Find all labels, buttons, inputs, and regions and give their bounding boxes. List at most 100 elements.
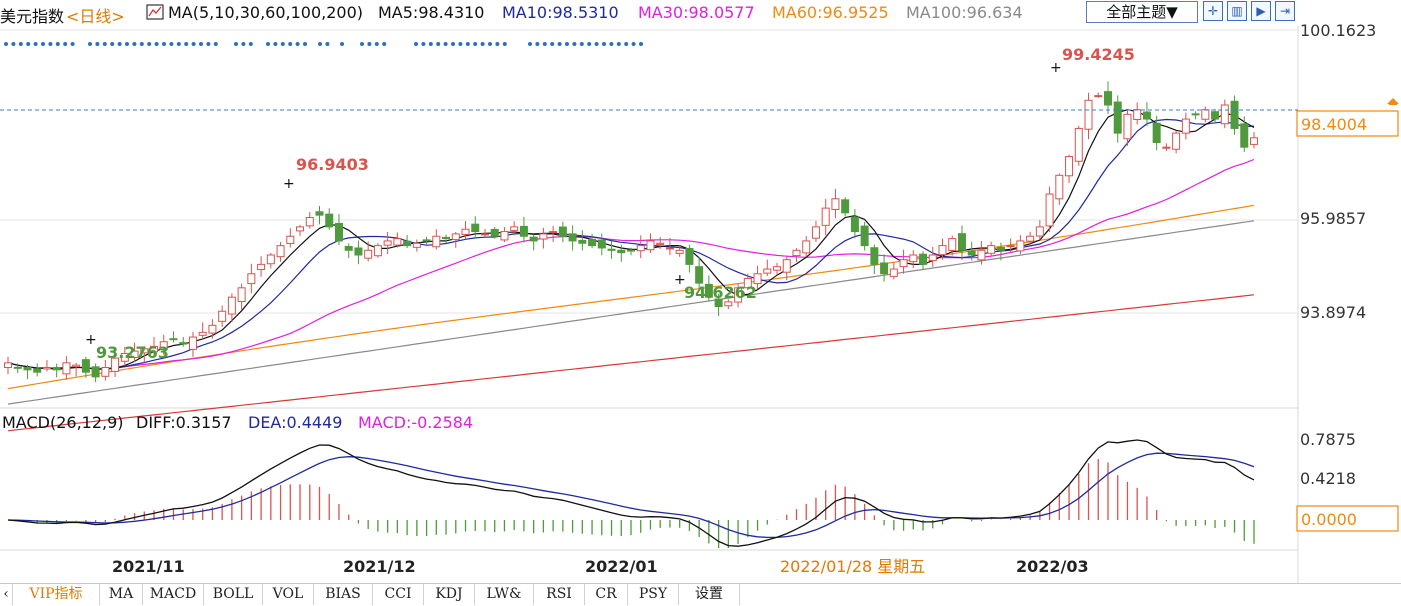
candle-down <box>957 233 966 251</box>
signal-dot <box>147 42 152 46</box>
candle-up <box>899 259 908 268</box>
tab-ma[interactable]: MA <box>100 584 143 605</box>
candle-up <box>792 249 801 257</box>
tab-cci[interactable]: CCI <box>373 584 424 605</box>
tab-lw[interactable]: LW& <box>475 584 534 605</box>
signal-dot <box>594 42 599 46</box>
candle-down <box>1240 123 1249 148</box>
signal-dot <box>199 42 203 46</box>
period-selector[interactable]: <日线> <box>66 7 125 26</box>
tab-bias[interactable]: BIAS <box>314 584 373 605</box>
candle-up <box>1016 240 1025 252</box>
candle-down <box>704 283 713 298</box>
signal-dot <box>117 42 122 46</box>
candle-down <box>607 248 616 251</box>
candle-down <box>1142 111 1151 120</box>
candle-down <box>841 199 850 214</box>
candle-up <box>510 226 519 231</box>
candle-up <box>938 245 947 256</box>
candle-down <box>1211 111 1220 120</box>
signal-dot <box>48 42 53 46</box>
annotation-marker-high1: + <box>283 176 295 192</box>
annotation-high2: 99.4245 <box>1062 45 1135 64</box>
tab-settings[interactable]: 设置 <box>679 584 740 605</box>
candle-up <box>247 273 256 285</box>
candle-up <box>724 301 733 307</box>
tab-vip[interactable]: VIP指标 <box>13 584 100 605</box>
play-icon[interactable]: ▶ <box>1251 1 1271 21</box>
ma60-value: MA60:96.9525 <box>772 3 889 22</box>
macd-tick-top: 0.7875 <box>1300 430 1356 449</box>
tab-scroll-left[interactable]: ‹ <box>0 584 13 605</box>
candle-up <box>1055 174 1064 200</box>
candle-up <box>393 238 402 246</box>
candle-up <box>675 249 684 254</box>
macd-value: MACD:-0.2584 <box>358 413 474 432</box>
candle-up <box>763 268 772 274</box>
candle-up <box>432 235 441 248</box>
candle-up <box>140 348 149 354</box>
candle-up <box>257 263 266 271</box>
x-label-mar: 2022/03 <box>1016 557 1089 576</box>
candle-down <box>597 239 606 249</box>
ma30-line <box>7 158 1255 370</box>
tab-boll[interactable]: BOLL <box>204 584 263 605</box>
dea-line <box>7 452 1255 539</box>
x-label-dec: 2021/12 <box>343 557 416 576</box>
candle-up <box>753 273 762 285</box>
tab-macd[interactable]: MACD <box>143 584 204 605</box>
tab-psy[interactable]: PSY <box>628 584 679 605</box>
tab-cr[interactable]: CR <box>585 584 628 605</box>
signal-dot <box>565 42 569 46</box>
candle-down <box>967 250 976 256</box>
signal-dot <box>436 42 441 46</box>
tab-rsi[interactable]: RSI <box>534 584 585 605</box>
candle-up <box>1162 146 1171 149</box>
candle-down <box>714 298 723 308</box>
candle-down <box>880 262 889 275</box>
signal-dot <box>63 42 68 46</box>
candle-up <box>364 249 373 259</box>
candle-up <box>928 254 937 262</box>
candle-up <box>42 367 51 370</box>
tab-vol[interactable]: VOL <box>263 584 314 605</box>
candle-up <box>159 341 168 350</box>
macd-params: MACD(26,12,9) <box>2 413 124 432</box>
candle-down <box>870 247 879 265</box>
signal-dot <box>234 42 238 46</box>
candle-down <box>568 233 577 242</box>
zoom-icon[interactable]: ▥ <box>1227 1 1247 21</box>
signal-dot <box>26 42 31 46</box>
candle-up <box>782 259 791 273</box>
candle-up <box>987 245 996 254</box>
theme-dropdown[interactable]: 全部主题▼ <box>1086 1 1198 23</box>
chart-icon[interactable] <box>146 4 164 24</box>
candle-up <box>1201 109 1210 120</box>
candle-up <box>665 247 674 250</box>
signal-dot <box>550 42 555 46</box>
tab-kdj[interactable]: KDJ <box>424 584 475 605</box>
signal-dot <box>303 42 307 46</box>
candle-up <box>656 242 665 245</box>
candle-down <box>1113 101 1122 134</box>
candle-up <box>296 226 305 232</box>
candle-up <box>1181 118 1190 134</box>
step-icon[interactable]: ⇥ <box>1275 1 1295 21</box>
signal-dot <box>587 42 592 46</box>
candle-down <box>52 367 61 371</box>
signal-dot <box>318 42 322 46</box>
candle-down <box>179 342 188 345</box>
signal-dot <box>176 42 181 46</box>
price-tick-mid: 95.9857 <box>1300 209 1366 228</box>
signal-dot <box>451 42 455 46</box>
candle-up <box>1026 235 1035 242</box>
candle-down <box>334 222 343 242</box>
signal-dot <box>295 42 300 46</box>
annotation-marker-low1: + <box>85 332 97 348</box>
price-chart[interactable]: 100.1623 95.9857 93.8974 98.4004 0.7875 … <box>0 0 1401 583</box>
signal-dot <box>374 42 379 46</box>
crosshair-icon[interactable]: ✛ <box>1203 1 1223 21</box>
candle-up <box>1172 132 1181 150</box>
signal-dot <box>602 42 606 46</box>
candle-down <box>422 239 431 242</box>
